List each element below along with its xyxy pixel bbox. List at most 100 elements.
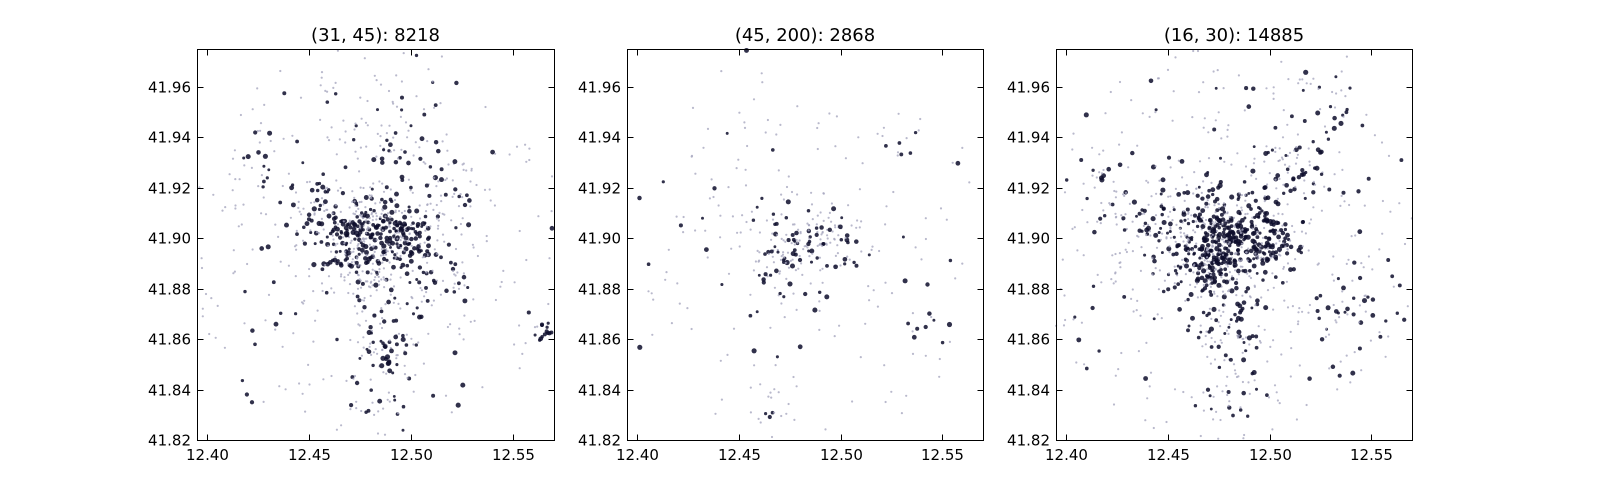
scatter-point bbox=[1257, 257, 1260, 260]
scatter-point bbox=[771, 218, 775, 221]
scatter-point bbox=[828, 112, 831, 115]
scatter-point bbox=[749, 228, 752, 231]
scatter-point bbox=[1304, 232, 1307, 235]
scatter-point bbox=[1226, 135, 1229, 138]
scatter-point bbox=[1238, 408, 1243, 412]
scatter-point bbox=[1339, 204, 1342, 207]
scatter-point bbox=[392, 102, 395, 105]
scatter-point bbox=[1221, 273, 1224, 276]
scatter-point bbox=[1204, 343, 1207, 346]
scatter-point bbox=[757, 273, 761, 277]
scatter-point bbox=[1143, 253, 1147, 257]
scatter-point bbox=[472, 246, 475, 249]
scatter-point bbox=[1240, 194, 1243, 197]
scatter-point bbox=[385, 217, 391, 222]
scatter-point bbox=[400, 178, 405, 182]
scatter-point bbox=[1211, 245, 1214, 248]
scatter-point bbox=[1208, 307, 1211, 310]
scatter-point bbox=[948, 340, 952, 343]
scatter-point bbox=[1241, 300, 1247, 305]
scatter-point bbox=[364, 260, 369, 265]
scatter-point bbox=[412, 154, 415, 157]
scatter-point bbox=[398, 226, 403, 231]
scatter-point bbox=[1251, 86, 1256, 91]
scatter-point bbox=[1265, 87, 1268, 90]
scatter-point bbox=[528, 158, 531, 162]
scatter-point bbox=[1378, 248, 1381, 251]
scatter-point bbox=[1226, 389, 1231, 395]
scatter-point bbox=[1186, 221, 1191, 226]
scatter-point bbox=[417, 265, 423, 270]
scatter-point bbox=[393, 334, 399, 340]
scatter-point bbox=[353, 230, 360, 236]
scatter-point bbox=[382, 256, 387, 262]
scatter-point bbox=[1106, 166, 1112, 172]
scatter-point bbox=[379, 232, 383, 236]
y-tick-label: 41.84 bbox=[148, 382, 191, 400]
scatter-point bbox=[737, 158, 740, 161]
scatter-point bbox=[868, 299, 871, 302]
scatter-point bbox=[1347, 258, 1350, 261]
scatter-point bbox=[757, 417, 760, 420]
scatter-point bbox=[1149, 371, 1153, 374]
scatter-point bbox=[1184, 234, 1187, 237]
scatter-point bbox=[1237, 74, 1240, 77]
scatter-point bbox=[399, 115, 402, 118]
scatter-point bbox=[794, 269, 798, 272]
scatter-point bbox=[1214, 240, 1219, 245]
scatter-point bbox=[1207, 131, 1210, 134]
scatter-point bbox=[433, 176, 436, 179]
scatter-point bbox=[1263, 200, 1266, 203]
scatter-point bbox=[351, 258, 354, 261]
scatter-point bbox=[1341, 190, 1346, 195]
scatter-point bbox=[1184, 263, 1189, 269]
scatter-point bbox=[1246, 259, 1249, 262]
scatter-point bbox=[1246, 104, 1252, 109]
scatter-point bbox=[1166, 68, 1170, 71]
scatter-point bbox=[682, 231, 685, 234]
scatter-point bbox=[797, 267, 800, 270]
scatter-point bbox=[1210, 317, 1213, 320]
scatter-point bbox=[1145, 179, 1148, 182]
scatter-point bbox=[1213, 290, 1216, 293]
scatter-point bbox=[452, 286, 455, 289]
scatter-point bbox=[231, 189, 234, 192]
scatter-point bbox=[404, 228, 407, 231]
scatter-point bbox=[1195, 193, 1200, 198]
scatter-point bbox=[1278, 159, 1281, 162]
scatter-point bbox=[899, 152, 904, 157]
scatter-point bbox=[378, 180, 381, 183]
scatter-point bbox=[1275, 173, 1281, 178]
scatter-point bbox=[748, 313, 753, 318]
scatter-point bbox=[1262, 269, 1268, 275]
scatter-point bbox=[1221, 222, 1224, 225]
scatter-point bbox=[1174, 251, 1179, 257]
scatter-point bbox=[457, 287, 461, 290]
scatter-point bbox=[383, 344, 388, 349]
scatter-point bbox=[915, 326, 920, 331]
scatter-point bbox=[855, 226, 858, 229]
scatter-point bbox=[1227, 332, 1230, 335]
x-tick-label: 12.55 bbox=[492, 446, 535, 464]
scatter-point bbox=[320, 282, 324, 285]
scatter-point bbox=[806, 222, 809, 225]
scatter-point bbox=[246, 262, 249, 266]
scatter-point bbox=[1317, 316, 1321, 321]
scatter-point bbox=[1213, 358, 1217, 361]
scatter-point bbox=[1102, 209, 1105, 212]
scatter-point bbox=[389, 348, 394, 354]
scatter-point bbox=[1236, 336, 1240, 339]
scatter-point bbox=[431, 393, 436, 398]
scatter-point bbox=[411, 191, 414, 194]
scatter-point bbox=[415, 231, 420, 236]
scatter-point bbox=[1248, 392, 1251, 395]
scatter-point bbox=[1228, 241, 1231, 244]
scatter-point bbox=[824, 294, 830, 300]
scatter-point bbox=[1063, 294, 1066, 297]
scatter-point bbox=[749, 411, 753, 414]
scatter-point bbox=[1211, 306, 1217, 312]
scatter-point bbox=[437, 224, 440, 227]
scatter-point bbox=[1197, 91, 1201, 94]
scatter-point bbox=[278, 200, 283, 205]
